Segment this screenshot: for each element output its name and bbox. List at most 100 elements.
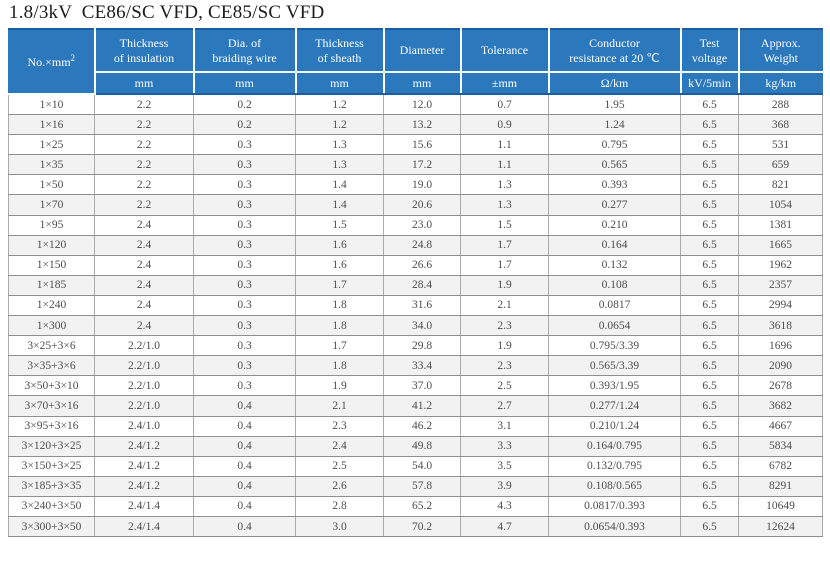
table-cell: 6.5: [680, 315, 739, 337]
table-cell: 0.7: [460, 93, 549, 116]
table-cell: 1×150: [8, 254, 95, 276]
table-cell: 1962: [738, 254, 823, 276]
table-cell: 4.3: [460, 495, 549, 517]
table-cell: 0.164: [548, 234, 681, 256]
table-cell: 3×185+3×35: [8, 475, 95, 497]
table-body: 1×10 2.2 0.2 1.2 12.0 0.7 1.95 6.5 288 1×16 2.2 0.2…: [8, 93, 823, 538]
table-cell: 1.8: [295, 294, 384, 317]
table-cell: 0.2: [193, 93, 296, 116]
table-row: 1×95 2.4 0.3 1.5 23.0 1.5 0.210 6.5 1381: [8, 214, 823, 236]
table-cell: 0.108/0.565: [548, 475, 681, 497]
table-cell: 0.0817/0.393: [548, 495, 681, 517]
table-cell: 3.0: [295, 515, 384, 538]
table-cell: 3.1: [460, 415, 549, 437]
table-cell: 1×185: [8, 274, 95, 296]
table-cell: 4.7: [460, 515, 549, 538]
table-cell: 1.7: [295, 335, 384, 357]
table-row: 1×25 2.2 0.3 1.3 15.6 1.1 0.795 6.5 531: [8, 134, 823, 156]
table-cell: 3×150+3×25: [8, 455, 95, 477]
table-cell: 0.565: [548, 154, 681, 176]
table-cell: 1×10: [8, 93, 95, 116]
table-cell: 1×120: [8, 234, 95, 256]
spec-table: No.×mm2 Thickness of insulation Dia. of br…: [8, 28, 823, 538]
table-cell: 6.5: [680, 234, 739, 256]
col-header-6: Test voltage: [679, 28, 740, 73]
table-cell: 0.4: [193, 495, 296, 517]
table-cell: 0.0817: [548, 294, 681, 317]
table-cell: 2.2/1.0: [94, 355, 194, 377]
table-cell: 0.393/1.95: [548, 375, 681, 397]
table-cell: 2.2: [94, 154, 194, 176]
table-cell: 2.4/1.4: [94, 495, 194, 517]
table-cell: 31.6: [383, 294, 461, 317]
table-cell: 1.9: [460, 274, 549, 296]
table-cell: 6.5: [680, 435, 739, 457]
table-cell: 1.9: [295, 375, 384, 397]
table-cell: 1.2: [295, 114, 384, 136]
col-header-0: Thickness of insulation: [93, 28, 195, 73]
table-cell: 6.5: [680, 515, 739, 538]
table-cell: 0.4: [193, 395, 296, 417]
table-cell: 0.3: [193, 375, 296, 397]
table-cell: 1.9: [460, 335, 549, 357]
table-cell: 1.24: [548, 114, 681, 136]
col-header-3: Diameter: [382, 28, 462, 73]
table-cell: 1.2: [295, 93, 384, 116]
table-cell: 2.2: [94, 93, 194, 116]
table-cell: 0.277: [548, 194, 681, 216]
table-cell: 2.4: [94, 274, 194, 296]
table-cell: 2.2: [94, 114, 194, 136]
table-cell: 1.3: [460, 194, 549, 216]
table-cell: 0.3: [193, 214, 296, 236]
table-row: 1×150 2.4 0.3 1.6 26.6 1.7 0.132 6.5 1962: [8, 254, 823, 276]
table-cell: 0.3: [193, 254, 296, 276]
table-cell: 0.4: [193, 455, 296, 477]
table-cell: 1.5: [295, 214, 384, 236]
col-header-no-mm2-sup: 2: [70, 53, 76, 63]
table-row: 1×35 2.2 0.3 1.3 17.2 1.1 0.565 6.5 659: [8, 154, 823, 176]
table-cell: 12624: [738, 515, 823, 538]
table-cell: 1665: [738, 234, 823, 256]
table-cell: 2.4/1.2: [94, 475, 194, 497]
table-cell: 1×50: [8, 174, 95, 196]
table-cell: 12.0: [383, 93, 461, 116]
table-cell: 1×25: [8, 134, 95, 156]
table-cell: 1×70: [8, 194, 95, 216]
table-cell: 6.5: [680, 254, 739, 276]
table-cell: 2.2: [94, 194, 194, 216]
table-row: 1×50 2.2 0.3 1.4 19.0 1.3 0.393 6.5 821: [8, 174, 823, 196]
table-cell: 2.4/1.0: [94, 415, 194, 437]
table-cell: 6.5: [680, 214, 739, 236]
table-cell: 0.9: [460, 114, 549, 136]
table-cell: 17.2: [383, 154, 461, 176]
table-cell: 1.4: [295, 174, 384, 196]
table-cell: 0.4: [193, 515, 296, 538]
table-cell: 2.3: [460, 355, 549, 377]
table-cell: 2090: [738, 355, 823, 377]
table-cell: 3.3: [460, 435, 549, 457]
col-header-2: Thickness of sheath: [294, 28, 385, 73]
table-cell: 57.8: [383, 475, 461, 497]
table-cell: 0.3: [193, 274, 296, 296]
table-cell: 2.3: [295, 415, 384, 437]
table-cell: 3×50+3×10: [8, 375, 95, 397]
col-header-7: Approx. Weight: [737, 28, 823, 73]
table-row: 1×120 2.4 0.3 1.6 24.8 1.7 0.164 6.5 1665: [8, 234, 823, 256]
table-cell: 6.5: [680, 134, 739, 156]
table-cell: 1.3: [295, 134, 384, 156]
table-cell: 0.0654: [548, 315, 681, 337]
table-cell: 1.7: [460, 234, 549, 256]
page-title: 1.8/3kV CE86/SC VFD, CE85/SC VFD: [9, 2, 325, 23]
table-cell: 2994: [738, 294, 823, 317]
table-cell: 0.3: [193, 194, 296, 216]
col-unit-3: mm: [382, 71, 462, 95]
col-unit-2: mm: [294, 71, 385, 95]
table-cell: 0.210: [548, 214, 681, 236]
table-cell: 1×300: [8, 315, 95, 337]
table-cell: 2.4: [295, 435, 384, 457]
table-cell: 20.6: [383, 194, 461, 216]
table-cell: 2.4/1.4: [94, 515, 194, 538]
table-row: 3×120+3×25 2.4/1.2 0.4 2.4 49.8 3.3 0.164/0.79…: [8, 435, 823, 457]
table-cell: 37.0: [383, 375, 461, 397]
table-cell: 6.5: [680, 455, 739, 477]
